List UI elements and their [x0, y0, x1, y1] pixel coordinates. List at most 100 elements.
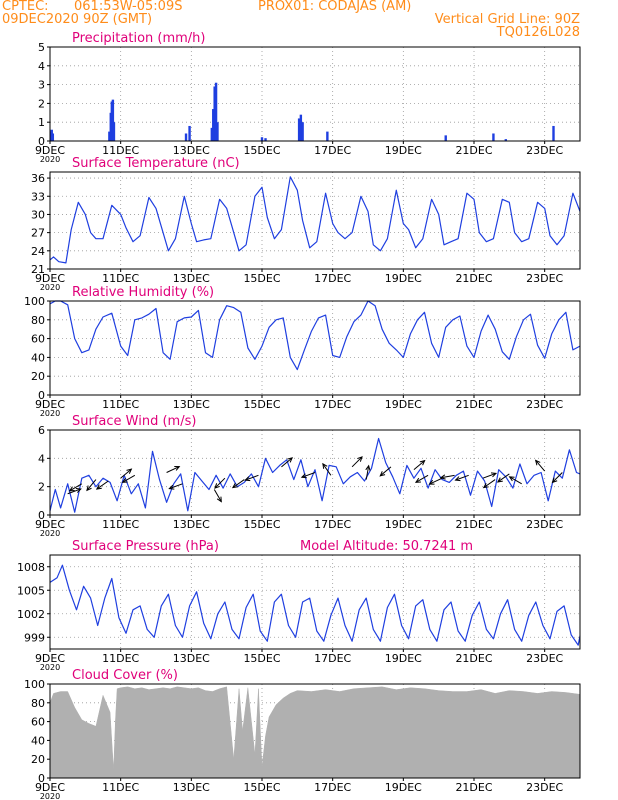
- x-year-label: 2020: [40, 663, 60, 672]
- x-tick-label: 11DEC: [102, 652, 139, 665]
- pres-title: Surface Pressure (hPa): [72, 539, 219, 554]
- wind-vector-shaft: [497, 473, 510, 483]
- wind-vector-arrow: [166, 466, 181, 473]
- x-tick-label: 21DEC: [455, 518, 492, 531]
- precip-bar: [297, 118, 301, 141]
- x-tick-label: 11DEC: [102, 518, 139, 531]
- y-tick-label: 60: [31, 716, 45, 729]
- x-tick-label: 19DEC: [385, 272, 422, 285]
- wind-vector-shaft: [245, 474, 259, 481]
- precip-bar: [112, 122, 116, 141]
- x-year-label: 2020: [40, 409, 60, 418]
- y-tick-label: 999: [24, 631, 45, 644]
- plot-frame: [49, 554, 581, 650]
- wind-vector-arrow: [231, 479, 245, 489]
- precipitation-panel: 0 1 2 3 4 5 9DEC 11DEC 13DEC 15DEC 17DEC 19DEC 21DEC…: [35, 31, 581, 164]
- header-location: PROX01: CODAJAS (AM): [258, 0, 412, 14]
- wind-vector-head: [482, 483, 489, 489]
- y-tick-label: 1008: [17, 561, 45, 574]
- y-tick-label: 27: [31, 227, 45, 240]
- wind-vector-arrow: [68, 483, 83, 492]
- wind-vector-shaft: [322, 463, 332, 476]
- wind-vector-shaft: [281, 457, 293, 468]
- x-year-label: 2020: [40, 792, 60, 800]
- wind-vector-head: [86, 485, 92, 492]
- wind-vector-head: [75, 487, 82, 493]
- wind-vector-arrow: [244, 474, 259, 482]
- x-tick-label: 9DEC: [35, 144, 65, 157]
- wind-vector-shaft: [351, 456, 363, 468]
- wind-vector-arrow: [322, 462, 332, 476]
- x-tick-label: 11DEC: [102, 144, 139, 157]
- precip-bar: [188, 125, 191, 141]
- x-tick-label: 21DEC: [455, 781, 492, 794]
- header-coordinates: 061:53W-05:09S: [74, 0, 183, 14]
- wind-vector-head: [300, 473, 307, 479]
- wind-vector-arrow: [413, 459, 426, 471]
- wind-vector-shaft: [169, 483, 183, 490]
- x-tick-label: 17DEC: [314, 652, 351, 665]
- y-tick-label: 60: [31, 333, 45, 346]
- x-tick-label: 23DEC: [526, 272, 563, 285]
- precip-bar: [260, 137, 264, 141]
- x-tick-label: 11DEC: [102, 272, 139, 285]
- plot-frame: [49, 171, 581, 270]
- y-tick-label: 0: [38, 509, 45, 522]
- x-tick-label: 19DEC: [385, 144, 422, 157]
- cloud-panel: 0 20 40 60 80 100 9DEC 11DEC 13DEC 15DEC 17DEC 19DE…: [24, 668, 581, 800]
- precip-bar: [299, 114, 303, 141]
- cloud-cover-area: [49, 686, 581, 779]
- plot-frame: [49, 683, 581, 779]
- x-tick-label: 23DEC: [526, 518, 563, 531]
- wind-vector-arrow: [120, 468, 133, 479]
- wind-vector-shaft: [301, 472, 316, 478]
- precip-bar: [301, 122, 304, 141]
- wind-vector-head: [419, 459, 426, 466]
- temp-title: Surface Temperature (nC): [72, 156, 240, 171]
- wind-vector-shaft: [122, 474, 136, 483]
- y-tick-label: 100: [24, 295, 45, 308]
- wind-vector-head: [231, 483, 238, 489]
- x-tick-label: 19DEC: [385, 398, 422, 411]
- x-tick-label: 23DEC: [526, 781, 563, 794]
- y-tick-label: 36: [31, 172, 45, 185]
- wind-vector-shaft: [69, 483, 83, 492]
- wind-vector-arrow: [454, 474, 469, 482]
- x-tick-label: 15DEC: [243, 144, 280, 157]
- wind-vector-arrow: [496, 473, 510, 483]
- plot-frame: [49, 429, 581, 516]
- wind-vector-arrow: [213, 489, 222, 503]
- wind-vector-arrow: [121, 474, 136, 483]
- precip-bar: [210, 127, 214, 141]
- y-tick-label: 2: [38, 481, 45, 494]
- y-tick-label: 1002: [17, 608, 45, 621]
- y-tick-label: 33: [31, 190, 45, 203]
- y-tick-label: 40: [31, 351, 45, 364]
- y-tick-label: 100: [24, 678, 45, 691]
- x-tick-label: 11DEC: [102, 398, 139, 411]
- x-tick-label: 17DEC: [314, 398, 351, 411]
- wind-vector-shaft: [482, 472, 497, 479]
- wind-vector-shaft: [232, 479, 245, 489]
- wind-vector-head: [508, 476, 515, 482]
- y-tick-label: 20: [31, 370, 45, 383]
- y-tick-label: 30: [31, 208, 45, 221]
- wind-vector-shaft: [552, 472, 563, 483]
- precip-bar: [213, 86, 216, 141]
- wind-vector-arrow: [482, 472, 498, 479]
- x-tick-label: 23DEC: [526, 652, 563, 665]
- precip-bar: [492, 133, 495, 141]
- pres-series-line: [49, 564, 581, 646]
- x-tick-label: 13DEC: [173, 518, 210, 531]
- precip-bar: [444, 135, 447, 141]
- y-tick-label: 40: [31, 734, 45, 747]
- wind-vector-head: [379, 471, 386, 477]
- wind-vector-head: [428, 479, 435, 485]
- plot-frame: [49, 46, 581, 142]
- wind-vector-arrow: [482, 479, 496, 489]
- wind-vector-arrow: [551, 472, 563, 484]
- wind-vector-shaft: [214, 477, 226, 489]
- wind-vector-shaft: [429, 477, 443, 485]
- wind-vector-head: [126, 468, 133, 474]
- wind-vector-arrow: [300, 472, 316, 479]
